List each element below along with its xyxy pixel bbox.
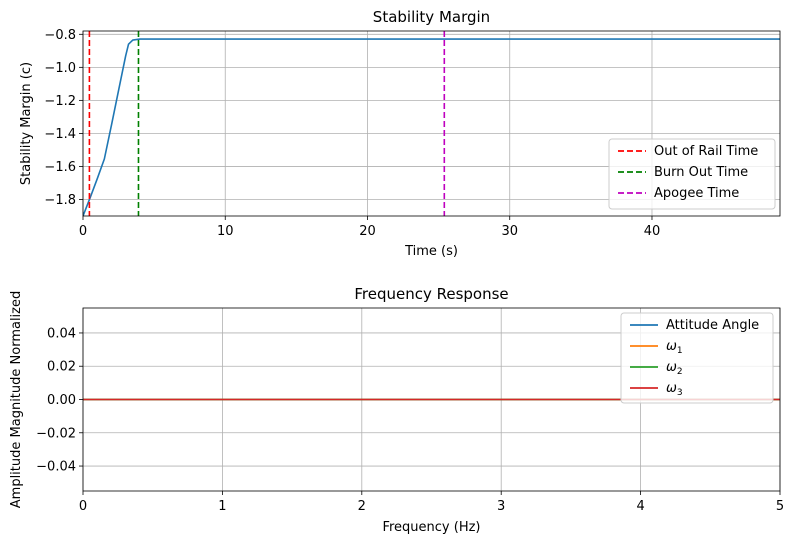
axes-frame	[82, 307, 781, 492]
legend-label: ω2	[666, 360, 683, 377]
legend-label: Apogee Time	[654, 186, 739, 201]
x-tick-label: 40	[644, 224, 661, 239]
legend-label-symbol: ω	[666, 360, 677, 375]
series-line-0	[83, 38, 780, 216]
legend-label-subscript: 3	[677, 388, 683, 398]
y-axis-label: Stability Margin (c)	[19, 62, 34, 185]
stability-margin-plot: 0 10 20 30 40 −1.8 −1.6 −1.4 −1.2 −1.0 −0.8 Stabili…	[19, 8, 781, 259]
x-axis-label: Frequency (Hz)	[382, 520, 480, 535]
x-tick-label: 30	[501, 224, 518, 239]
y-tick-label: −1.2	[44, 94, 76, 109]
chart-title: Frequency Response	[354, 285, 508, 303]
legend-label-subscript: 1	[677, 346, 683, 356]
y-tick-label: −0.04	[36, 460, 76, 475]
legend-label-symbol: ω	[666, 381, 677, 396]
legend-label: ω3	[666, 381, 683, 398]
x-tick-label: 20	[359, 224, 376, 239]
legend-label: Out of Rail Time	[654, 144, 758, 159]
y-tick-label: −1.8	[44, 193, 76, 208]
legend-box	[620, 312, 774, 404]
y-tick-label: −1.0	[44, 61, 76, 76]
y-tick-label: 0.02	[47, 360, 76, 375]
legend: Out of Rail Time Burn Out Time Apogee Time	[608, 138, 776, 210]
legend-box	[608, 138, 776, 210]
y-tick-label: −0.8	[44, 28, 76, 43]
x-tick-label: 3	[497, 499, 505, 514]
x-tick-label: 5	[776, 499, 784, 514]
y-tick-label: −1.6	[44, 160, 76, 175]
plot-area	[83, 31, 780, 216]
x-axis-label: Time (s)	[404, 244, 458, 259]
y-axis-label: Amplitude Magnitude Normalized	[9, 291, 24, 508]
axes-frame	[82, 30, 781, 217]
x-tick-label: 4	[636, 499, 644, 514]
y-tick-label: 0.04	[47, 326, 76, 341]
legend-label: ω1	[666, 339, 683, 356]
y-tick-label: −0.02	[36, 426, 76, 441]
x-tick-label: 1	[218, 499, 226, 514]
legend-label: Burn Out Time	[654, 165, 748, 180]
legend-label: Attitude Angle	[666, 318, 759, 333]
chart-title: Stability Margin	[373, 8, 490, 26]
legend-label-symbol: ω	[666, 339, 677, 354]
x-tick-label: 10	[217, 224, 234, 239]
y-tick-label: 0.00	[47, 393, 76, 408]
frequency-response-plot: 0 1 2 3 4 5 −0.04 −0.02 0.00 0.02 0.04 Frequency Re…	[9, 285, 784, 535]
x-tick-label: 2	[358, 499, 366, 514]
x-tick-label: 0	[79, 499, 87, 514]
y-tick-label: −1.4	[44, 127, 76, 142]
legend-label-subscript: 2	[677, 367, 683, 377]
x-tick-label: 0	[79, 224, 87, 239]
